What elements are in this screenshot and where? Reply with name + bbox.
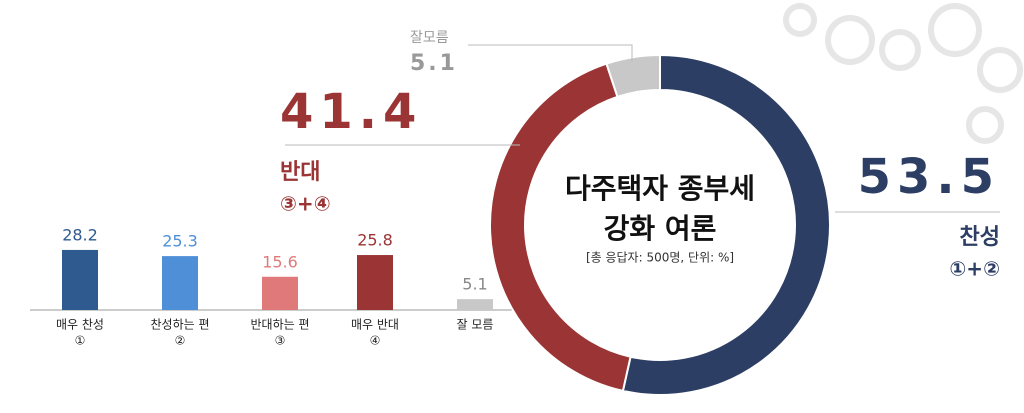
value-label: 25.3 — [162, 232, 198, 251]
leader-line — [468, 44, 633, 62]
bar — [457, 299, 493, 310]
value-label: 5.1 — [462, 275, 487, 294]
slice-sublabel: ③+④ — [280, 192, 331, 216]
donut-title: 다주택자 종부세 강화 여론 — [565, 172, 755, 245]
category-sublabel: ④ — [370, 334, 381, 348]
bar — [62, 249, 98, 310]
slice-value: 53.5 — [858, 149, 1000, 205]
donut-slice — [605, 53, 661, 99]
slice-sublabel: ①+② — [949, 257, 1000, 281]
category-label: 잘 모름 — [457, 318, 494, 332]
category-label: 매우 반대 — [351, 318, 399, 332]
slice-value: 5.1 — [410, 51, 458, 76]
gear-decoration — [783, 3, 1023, 144]
bar — [357, 255, 393, 310]
category-sublabel: ③ — [275, 334, 286, 348]
slice-label: 찬성 — [960, 225, 1000, 250]
bar — [162, 256, 198, 310]
donut-subtitle: [총 응답자: 500명, 단위: %] — [586, 251, 734, 265]
slice-label: 반대 — [280, 160, 320, 185]
category-label: 매우 찬성 — [56, 317, 104, 332]
category-sublabel: ① — [75, 334, 86, 348]
donut-slice — [621, 53, 831, 396]
bar — [262, 276, 298, 310]
slice-label: 잘모름 — [410, 30, 449, 46]
category-sublabel: ② — [175, 334, 186, 348]
category-label: 반대하는 편 — [250, 318, 309, 332]
value-label: 25.8 — [357, 231, 393, 250]
category-label: 찬성하는 편 — [150, 317, 209, 332]
value-label: 15.6 — [262, 252, 298, 271]
slice-value: 41.4 — [280, 84, 422, 140]
value-label: 28.2 — [62, 225, 98, 244]
